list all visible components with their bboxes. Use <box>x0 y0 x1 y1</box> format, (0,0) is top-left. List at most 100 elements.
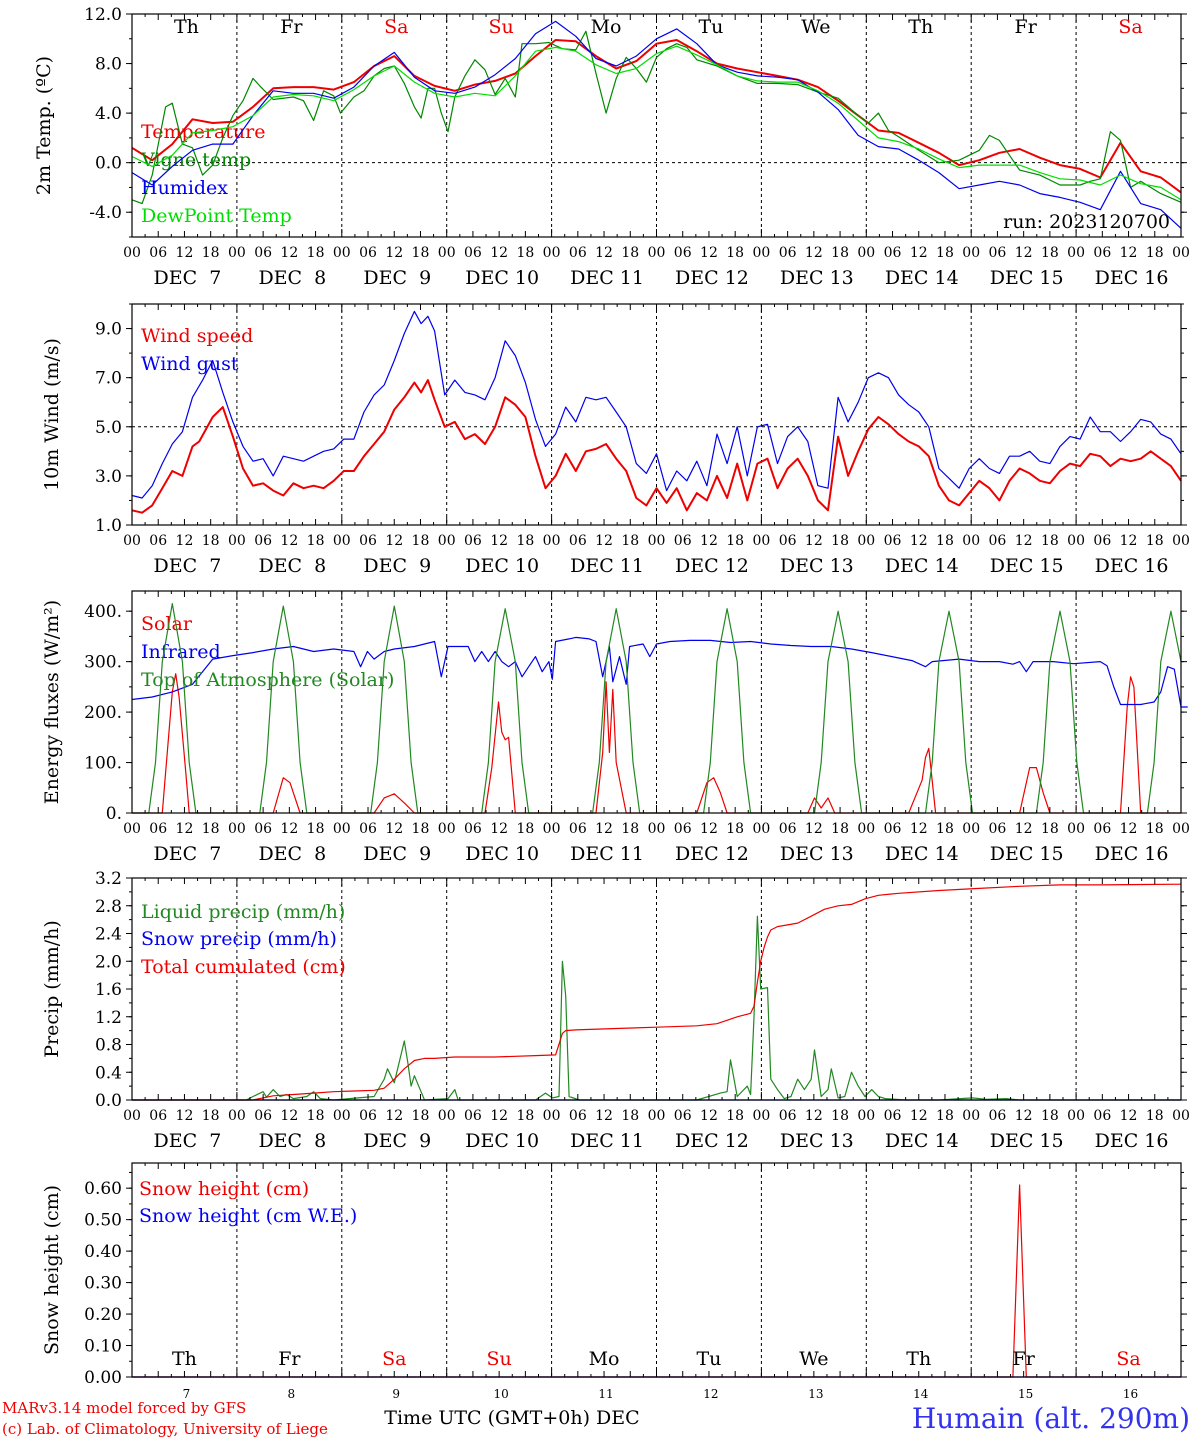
x-hour-label: 12 <box>595 821 613 837</box>
weekday-label: Th <box>908 16 933 38</box>
x-date-label: DEC 15 <box>990 1130 1064 1152</box>
x-hour-label: 06 <box>779 245 797 261</box>
x-hour-label: 00 <box>1067 533 1085 549</box>
x-hour-label: 12 <box>176 245 194 261</box>
x-hour-label: 00 <box>438 1108 456 1124</box>
x-hour-label: 00 <box>857 821 875 837</box>
series-line <box>131 45 1182 201</box>
x-date-label: DEC 7 <box>154 843 222 865</box>
y-tick-label: 1.0 <box>95 516 122 536</box>
x-date-label: DEC 8 <box>258 267 326 289</box>
weekday-label: Fr <box>1015 16 1038 38</box>
y-tick-label: 9.0 <box>95 320 122 340</box>
x-hour-label: 06 <box>674 821 692 837</box>
x-hour-label: 12 <box>385 533 403 549</box>
y-tick-label: 5.0 <box>95 418 122 438</box>
x-hour-label: 06 <box>464 533 482 549</box>
day-number-label: 9 <box>392 1387 400 1401</box>
x-hour-label: 18 <box>831 533 849 549</box>
legend-entry: Top of Atmosphere (Solar) <box>141 669 394 691</box>
y-tick-label: 3.2 <box>95 869 122 889</box>
x-hour-label: 00 <box>1172 821 1190 837</box>
y-tick-label: 0.40 <box>84 1242 122 1262</box>
weekday-label: We <box>801 16 830 38</box>
x-hour-label: 00 <box>543 533 561 549</box>
x-hour-label: 18 <box>936 245 954 261</box>
y-axis-label: 2m Temp. (ºC) <box>33 56 55 195</box>
x-hour-label: 12 <box>910 533 928 549</box>
x-hour-label: 00 <box>228 1108 246 1124</box>
x-hour-label: 12 <box>805 245 823 261</box>
x-hour-label: 00 <box>438 533 456 549</box>
y-tick-label: 0.8 <box>95 1036 122 1056</box>
x-date-label: DEC 12 <box>675 1130 749 1152</box>
x-hour-label: 18 <box>936 533 954 549</box>
x-hour-label: 18 <box>1041 1108 1059 1124</box>
x-hour-label: 12 <box>805 533 823 549</box>
day-number-label: 11 <box>598 1387 613 1401</box>
x-date-label: DEC 15 <box>990 267 1064 289</box>
legend-entry: Wind speed <box>141 325 253 347</box>
x-hour-label: 00 <box>228 245 246 261</box>
x-hour-label: 18 <box>1146 245 1164 261</box>
x-hour-label: 18 <box>307 1108 325 1124</box>
weekday-label: Mo <box>589 1348 620 1370</box>
legend-entry: Snow height (cm) <box>139 1178 309 1200</box>
x-hour-label: 06 <box>569 533 587 549</box>
x-hour-label: 18 <box>516 821 534 837</box>
y-tick-label: 0.60 <box>84 1179 122 1199</box>
series-line <box>131 310 1182 499</box>
x-hour-label: 06 <box>884 533 902 549</box>
y-tick-label: 0.00 <box>84 1368 122 1388</box>
x-hour-label: 12 <box>1015 245 1033 261</box>
x-hour-label: 00 <box>752 245 770 261</box>
x-hour-label: 06 <box>149 245 167 261</box>
x-hour-label: 00 <box>857 533 875 549</box>
x-hour-label: 12 <box>700 821 718 837</box>
x-hour-label: 12 <box>910 245 928 261</box>
x-hour-label: 18 <box>726 245 744 261</box>
x-hour-label: 12 <box>176 1108 194 1124</box>
y-tick-label: 2.8 <box>95 897 122 917</box>
x-hour-label: 06 <box>254 245 272 261</box>
x-hour-label: 06 <box>149 1108 167 1124</box>
day-number-label: 10 <box>494 1387 509 1401</box>
x-axis-month: DEC <box>596 1407 640 1429</box>
x-hour-label: 00 <box>962 533 980 549</box>
x-date-label: DEC 7 <box>154 1130 222 1152</box>
x-hour-label: 06 <box>884 821 902 837</box>
day-number-label: 8 <box>288 1387 296 1401</box>
x-date-label: DEC 7 <box>154 555 222 577</box>
y-tick-label: 0.0 <box>95 154 122 174</box>
x-date-label: DEC 16 <box>1095 843 1169 865</box>
weekday-label: Th <box>906 1348 931 1370</box>
x-hour-label: 18 <box>412 533 430 549</box>
x-hour-label: 18 <box>202 533 220 549</box>
x-hour-label: 06 <box>884 1108 902 1124</box>
x-hour-label: 00 <box>752 1108 770 1124</box>
x-hour-label: 12 <box>595 1108 613 1124</box>
series-line <box>132 883 1182 1101</box>
x-date-label: DEC 7 <box>154 267 222 289</box>
day-number-label: 16 <box>1123 1387 1138 1401</box>
y-axis-label: Snow height (cm) <box>41 1185 63 1355</box>
y-tick-label: 0.4 <box>95 1063 122 1083</box>
x-hour-label: 18 <box>412 1108 430 1124</box>
legend-entry: Total cumulated (cm) <box>141 956 346 978</box>
x-hour-label: 18 <box>936 1108 954 1124</box>
x-hour-label: 12 <box>280 533 298 549</box>
x-hour-label: 06 <box>254 821 272 837</box>
x-hour-label: 06 <box>989 533 1007 549</box>
x-date-label: DEC 13 <box>780 1130 854 1152</box>
model-credit: MARv3.14 model forced by GFS <box>2 1399 246 1417</box>
x-hour-label: 06 <box>779 821 797 837</box>
x-hour-label: 06 <box>149 533 167 549</box>
x-hour-label: 06 <box>569 821 587 837</box>
weekday-label: Sa <box>1118 16 1142 38</box>
x-hour-label: 12 <box>1120 821 1138 837</box>
x-hour-label: 18 <box>202 245 220 261</box>
y-tick-label: 100. <box>84 754 122 774</box>
x-hour-label: 06 <box>254 1108 272 1124</box>
